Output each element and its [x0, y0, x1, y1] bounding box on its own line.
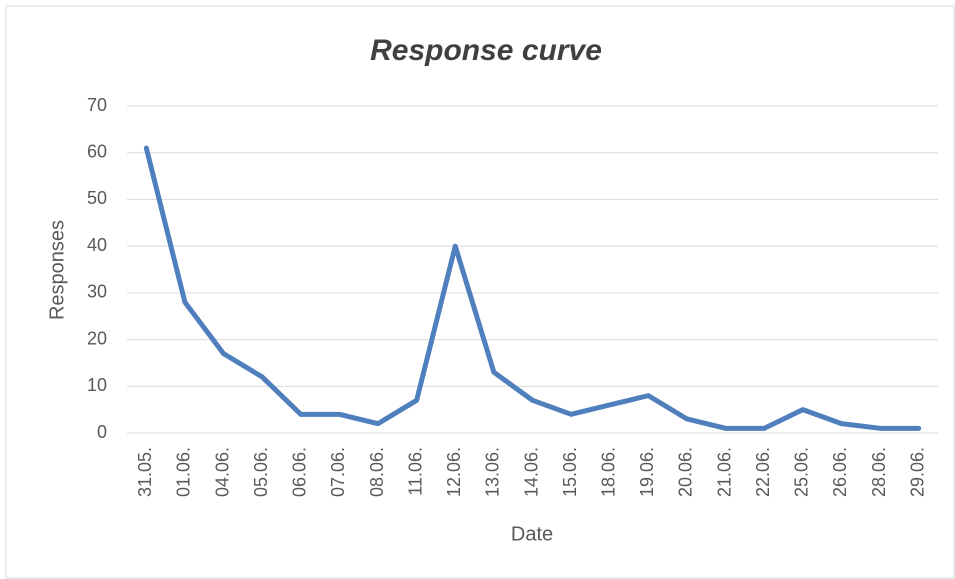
x-tick-label: 06.06.	[290, 447, 310, 497]
x-tick-label: 07.06.	[328, 447, 348, 497]
x-tick-label: 08.06.	[367, 447, 387, 497]
y-tick-label: 20	[87, 328, 107, 348]
x-tick-label: 18.06.	[598, 447, 618, 497]
x-tick-label: 12.06.	[444, 447, 464, 497]
y-tick-label: 50	[87, 188, 107, 208]
x-tick-label: 26.06.	[830, 447, 850, 497]
x-tick-label: 25.06.	[792, 447, 812, 497]
y-tick-label: 60	[87, 141, 107, 161]
x-tick-label: 11.06.	[405, 447, 425, 496]
y-tick-label: 30	[87, 282, 107, 302]
y-tick-label: 40	[87, 235, 107, 255]
x-tick-label: 14.06.	[521, 447, 541, 497]
x-tick-label: 13.06.	[483, 447, 503, 497]
chart-border	[5, 5, 955, 579]
x-tick-label: 05.06.	[251, 447, 271, 497]
x-tick-label: 19.06.	[637, 447, 657, 497]
x-tick-label: 21.06.	[714, 447, 734, 497]
x-tick-label: 01.06.	[174, 447, 194, 497]
x-tick-label: 31.05.	[135, 447, 155, 497]
y-tick-label: 10	[87, 375, 107, 395]
x-axis-label: Date	[511, 523, 553, 545]
x-tick-label: 22.06.	[753, 447, 773, 497]
x-tick-label: 20.06.	[676, 447, 696, 497]
x-tick-label: 29.06.	[907, 447, 927, 497]
x-tick-label: 15.06.	[560, 447, 580, 497]
y-axis-label: Responses	[46, 220, 68, 320]
x-tick-label: 04.06.	[212, 447, 232, 497]
y-tick-label: 70	[87, 95, 107, 115]
y-tick-label: 0	[97, 422, 107, 442]
chart-title: Response curve	[370, 34, 602, 67]
data-line	[143, 145, 922, 431]
x-tick-label: 28.06.	[869, 447, 889, 497]
